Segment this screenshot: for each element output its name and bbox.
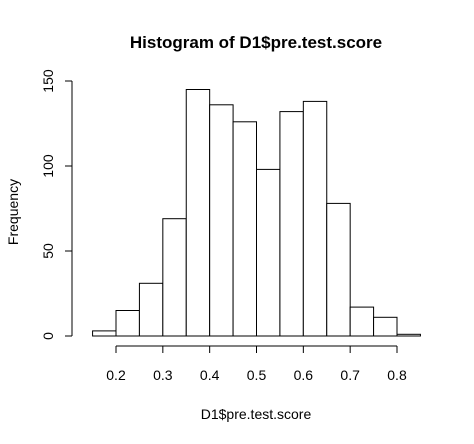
y-axis: 0 50 100 150 — [40, 69, 73, 340]
histogram-bar — [138, 282, 164, 337]
bars-group — [92, 89, 421, 337]
x-tick-label: 0.3 — [153, 367, 173, 383]
x-tick-label: 0.7 — [340, 367, 360, 383]
x-tick-label: 0.8 — [387, 367, 407, 383]
histogram-bar — [209, 104, 234, 337]
y-tick-label: 0 — [40, 332, 56, 340]
histogram-bar — [185, 89, 211, 337]
x-tick-label: 0.6 — [294, 367, 314, 383]
histogram-bar — [115, 310, 140, 337]
histogram-bar — [256, 168, 281, 337]
x-tick-label: 0.2 — [106, 367, 126, 383]
histogram-bar — [349, 306, 375, 337]
y-tick-label: 50 — [40, 243, 56, 259]
y-axis-label: Frequency — [5, 179, 21, 245]
y-tick-label: 100 — [40, 154, 56, 178]
histogram-bar — [326, 202, 351, 337]
histogram-bar — [162, 218, 187, 337]
x-tick-label: 0.5 — [247, 367, 267, 383]
histogram-bar — [92, 330, 117, 337]
y-tick-label: 150 — [40, 69, 56, 93]
chart-title: Histogram of D1$pre.test.score — [130, 33, 382, 52]
histogram-bar — [373, 316, 398, 337]
x-axis: 0.2 0.3 0.4 0.5 0.6 0.7 0.8 — [106, 345, 407, 383]
x-axis-label: D1$pre.test.score — [201, 406, 312, 422]
histogram-bar — [396, 333, 421, 337]
histogram-bar — [279, 111, 304, 337]
histogram-bar — [232, 121, 258, 337]
histogram-bar — [302, 100, 328, 337]
x-tick-label: 0.4 — [200, 367, 220, 383]
